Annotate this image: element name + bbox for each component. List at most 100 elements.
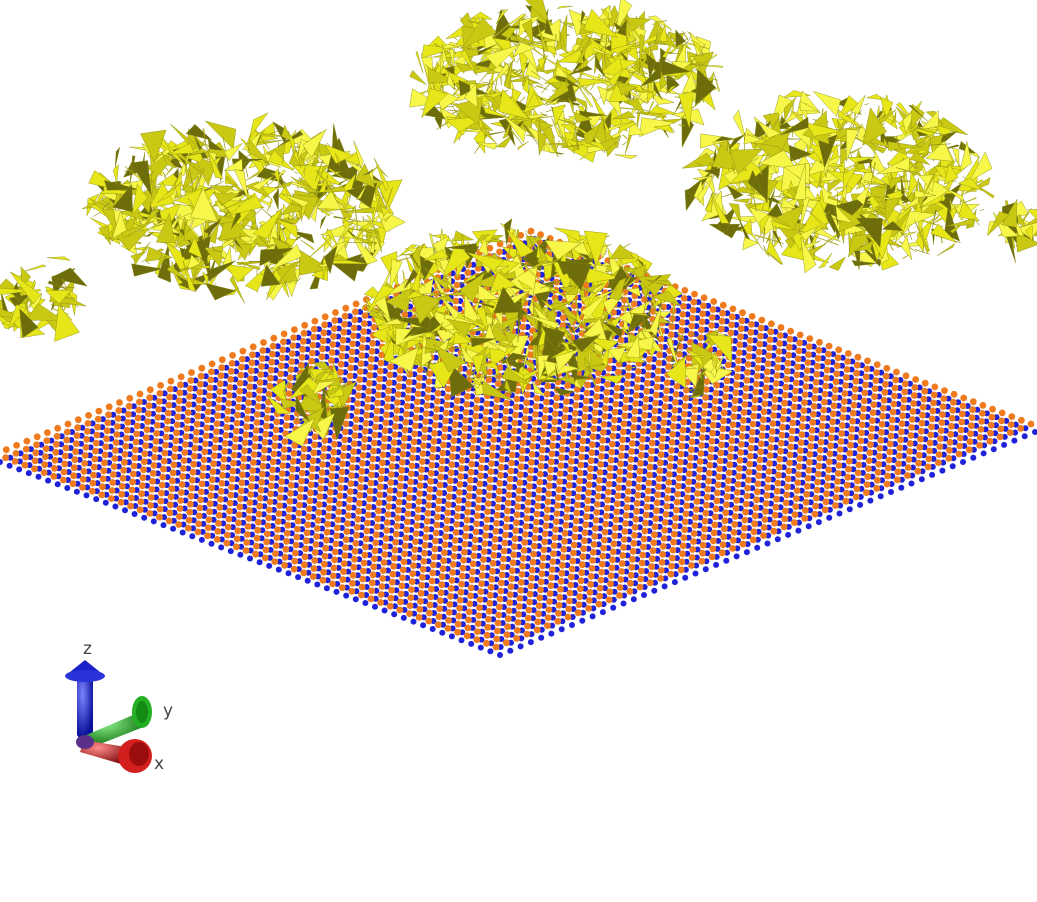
substrate-atom xyxy=(203,480,210,487)
substrate-atom xyxy=(508,392,515,399)
substrate-atom xyxy=(828,375,835,382)
substrate-atom xyxy=(759,365,766,372)
substrate-atom xyxy=(838,370,845,377)
substrate-atom xyxy=(216,444,223,451)
substrate-atom xyxy=(583,454,590,460)
substrate-atom xyxy=(341,377,348,384)
substrate-atom xyxy=(449,569,456,576)
substrate-atom xyxy=(272,490,279,497)
substrate-atom xyxy=(542,406,550,414)
substrate-atom xyxy=(783,367,791,375)
substrate-atom xyxy=(604,437,611,444)
substrate-atom xyxy=(401,434,408,442)
substrate-atom xyxy=(185,457,192,464)
substrate-atom xyxy=(452,469,459,476)
substrate-atom xyxy=(343,584,350,591)
substrate-atom xyxy=(533,395,541,402)
substrate-atom xyxy=(522,407,530,415)
substrate-atom xyxy=(877,377,884,384)
substrate-atom xyxy=(653,440,660,446)
substrate-atom xyxy=(559,502,566,509)
substrate-atom xyxy=(337,540,344,547)
substrate-atom xyxy=(747,329,755,336)
substrate-atom xyxy=(307,489,314,497)
substrate-atom xyxy=(713,381,720,389)
substrate-atom xyxy=(345,444,352,451)
substrate-atom xyxy=(805,351,812,358)
substrate-atom xyxy=(683,319,690,326)
substrate-atom xyxy=(466,425,473,432)
substrate-atom xyxy=(438,522,445,528)
substrate-atom xyxy=(764,360,772,368)
substrate-atom xyxy=(208,368,215,376)
substrate-atom xyxy=(288,473,296,481)
substrate-atom xyxy=(426,370,434,377)
substrate-atom xyxy=(503,456,510,463)
substrate-atom xyxy=(196,504,204,512)
substrate-atom xyxy=(408,462,416,470)
substrate-atom xyxy=(616,409,623,416)
substrate-atom xyxy=(182,441,189,448)
substrate-atom xyxy=(723,433,730,440)
substrate-atom xyxy=(744,484,751,492)
substrate-atom xyxy=(234,468,241,475)
substrate-atom xyxy=(256,387,263,394)
substrate-atom xyxy=(451,429,458,437)
substrate-atom xyxy=(113,495,120,502)
substrate-atom xyxy=(261,438,269,446)
substrate-atom xyxy=(631,472,638,479)
substrate-atom xyxy=(265,506,273,514)
substrate-atom xyxy=(54,424,62,432)
substrate-atom xyxy=(463,516,471,524)
substrate-atom xyxy=(489,508,496,515)
substrate-atom xyxy=(306,438,313,445)
substrate-atom xyxy=(380,507,387,514)
substrate-atom xyxy=(40,469,48,476)
substrate-atom xyxy=(396,482,404,490)
substrate-atom xyxy=(732,329,739,336)
substrate-atom xyxy=(530,491,537,498)
substrate-atom xyxy=(756,405,762,412)
substrate-atom xyxy=(584,381,591,389)
substrate-atom xyxy=(598,393,605,400)
substrate-atom xyxy=(192,493,199,500)
substrate-atom xyxy=(765,408,772,415)
substrate-atom xyxy=(174,413,182,421)
substrate-atom xyxy=(470,436,478,444)
substrate-atom xyxy=(726,461,734,469)
substrate-atom xyxy=(300,329,308,337)
substrate-atom xyxy=(305,569,312,576)
substrate-atom xyxy=(165,458,172,465)
substrate-atom xyxy=(264,347,271,354)
substrate-atom xyxy=(289,465,296,473)
substrate-atom xyxy=(778,431,786,439)
substrate-atom xyxy=(640,419,648,427)
substrate-atom xyxy=(861,389,869,397)
substrate-atom xyxy=(434,454,441,461)
substrate-atom xyxy=(261,446,268,454)
substrate-atom xyxy=(835,346,843,354)
substrate-atom xyxy=(518,519,525,526)
substrate-atom xyxy=(157,438,164,445)
substrate-atom xyxy=(327,429,334,436)
substrate-atom xyxy=(251,443,259,450)
substrate-atom xyxy=(456,604,463,612)
substrate-atom xyxy=(320,509,327,516)
substrate-atom xyxy=(202,381,209,388)
substrate-atom xyxy=(499,504,506,511)
substrate-atom xyxy=(736,405,743,412)
substrate-atom xyxy=(179,529,186,536)
substrate-atom xyxy=(519,447,526,455)
substrate-atom xyxy=(492,527,500,535)
substrate-atom xyxy=(56,457,63,464)
substrate-atom xyxy=(459,274,466,280)
substrate-atom xyxy=(639,435,646,443)
substrate-atom xyxy=(355,384,363,391)
substrate-atom xyxy=(701,402,709,409)
substrate-atom xyxy=(697,450,705,457)
substrate-atom xyxy=(848,425,856,433)
substrate-atom xyxy=(537,411,544,418)
substrate-atom xyxy=(252,375,259,382)
substrate-atom xyxy=(456,489,463,496)
